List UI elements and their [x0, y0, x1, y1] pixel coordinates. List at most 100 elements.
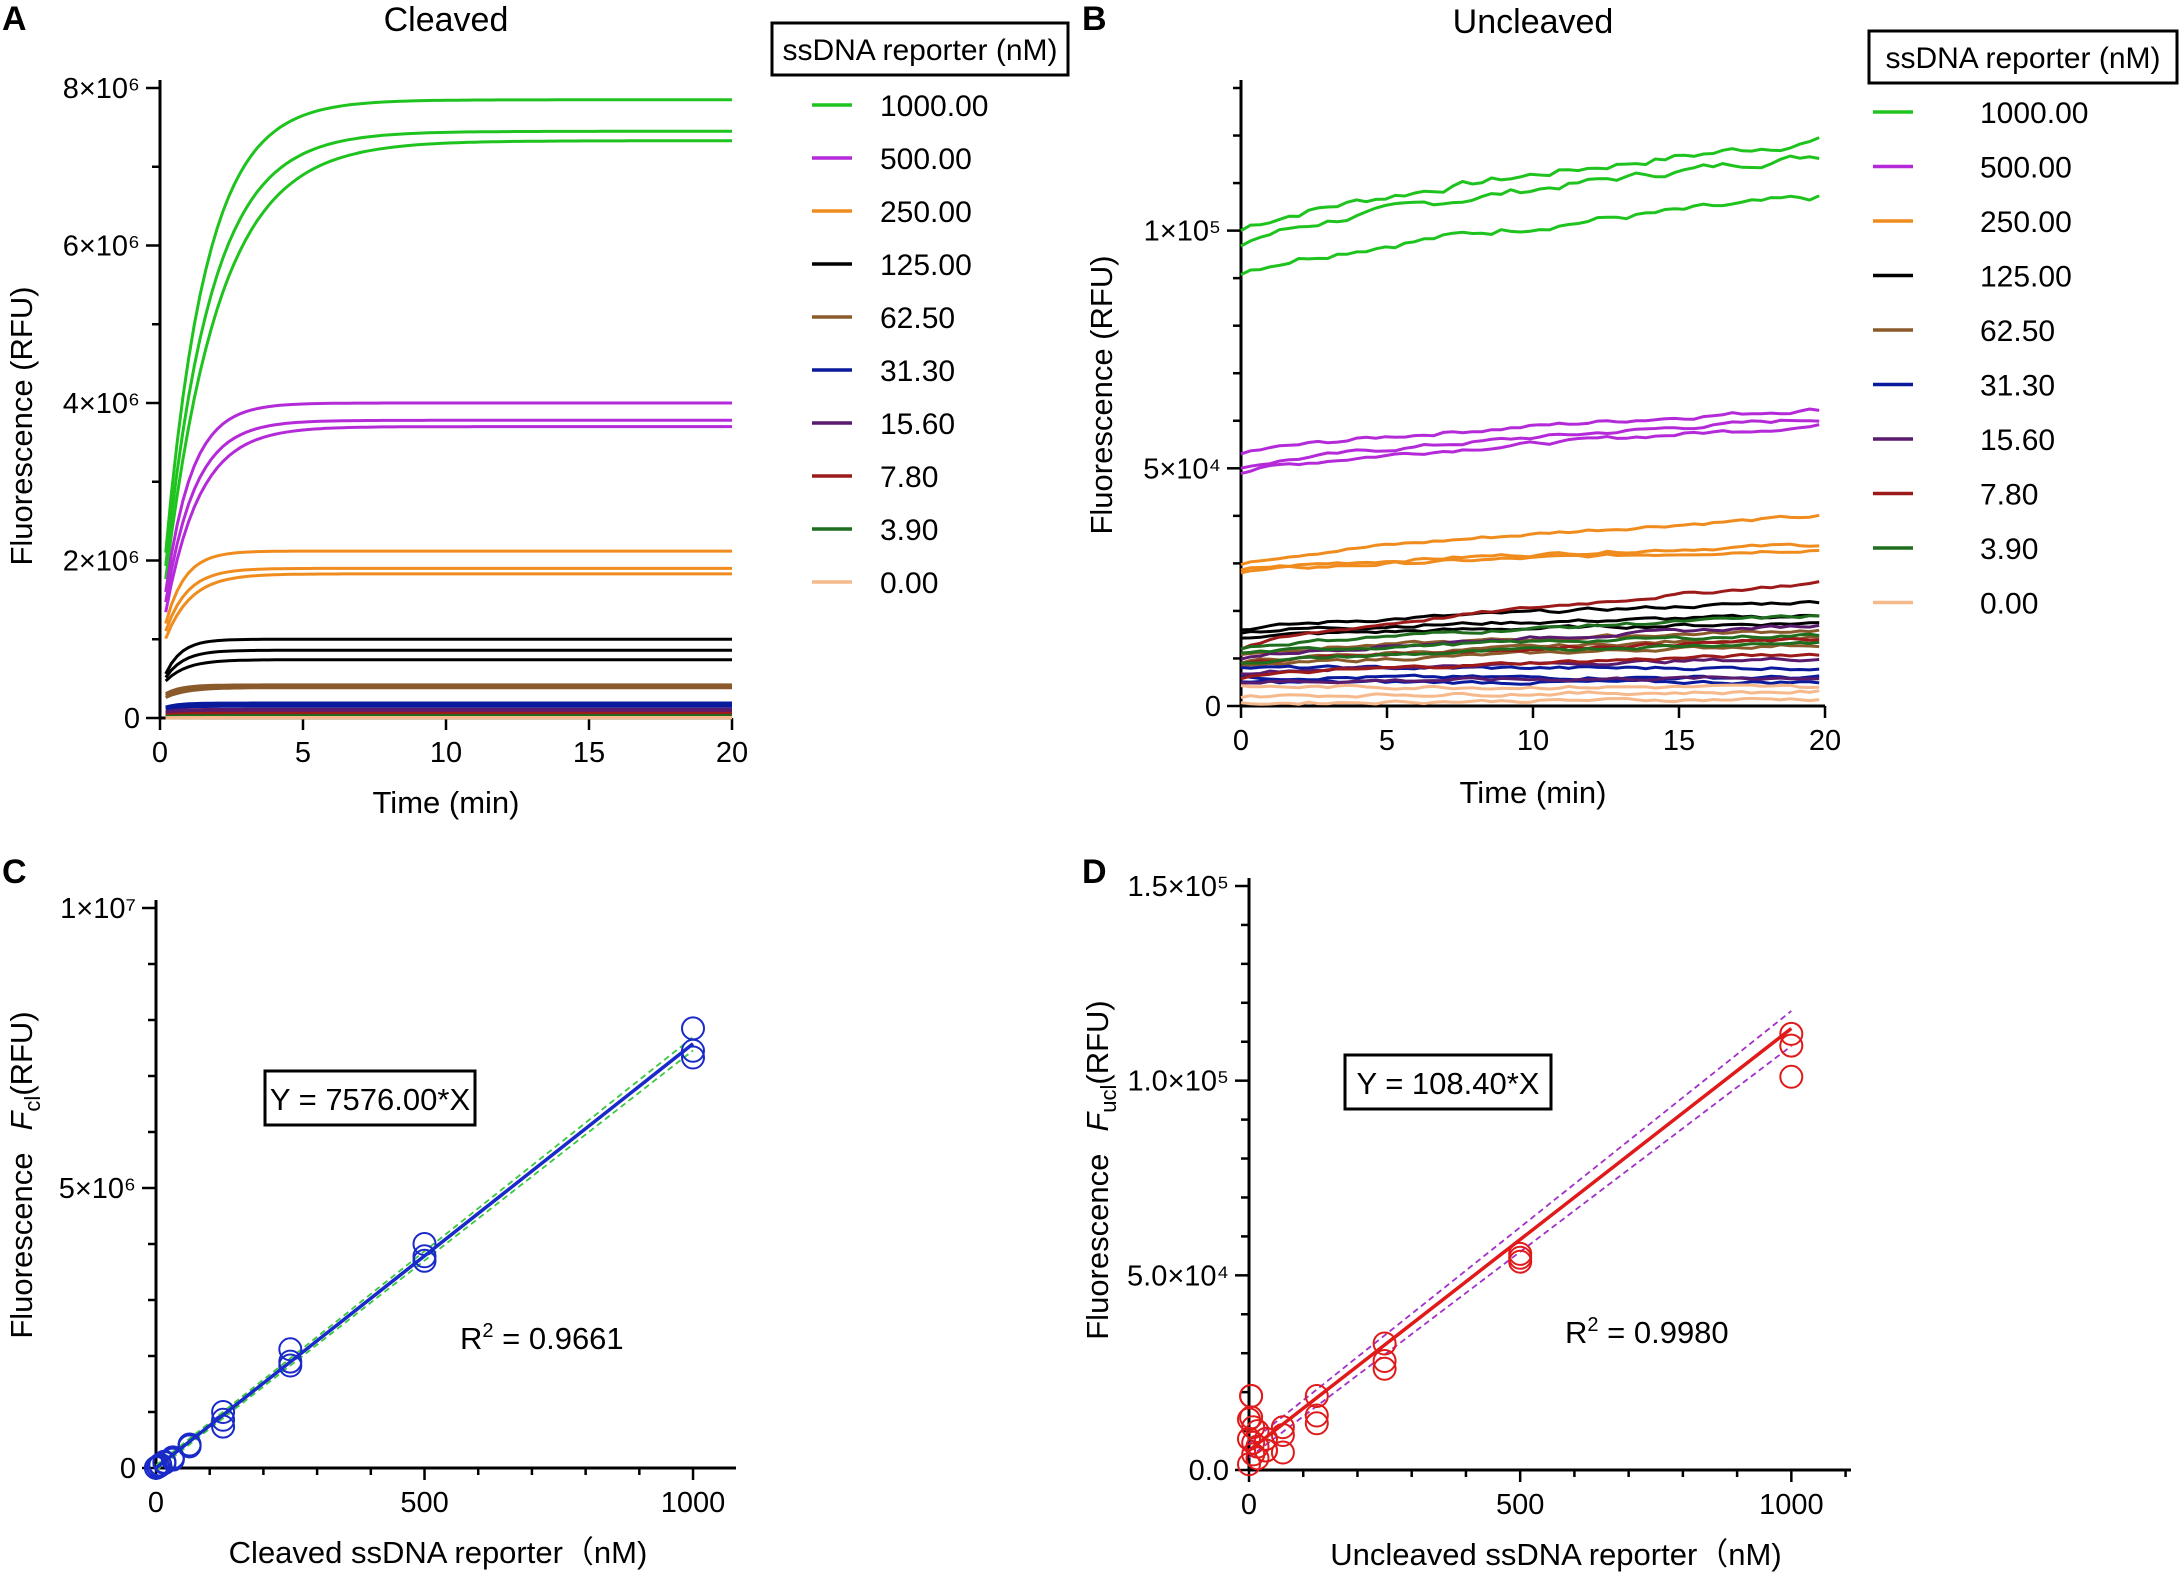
chart-d-x-tick-label: 0 [1241, 1489, 1257, 1521]
chart-b-x-tick-label: 15 [1663, 725, 1695, 757]
chart-b-series-line [1240, 632, 1820, 655]
chart-a-y-tick-label: 2×10⁶ [63, 546, 140, 578]
chart-b-legend-entry: 31.30 [1980, 370, 2055, 403]
chart-d-data-point [1304, 1403, 1329, 1428]
chart-b-series-line [1240, 675, 1820, 685]
chart-b-series-line [1240, 513, 1820, 567]
chart-a-legend-title: ssDNA reporter (nM) [782, 34, 1057, 67]
chart-c-y-tick-label: 1×10⁷ [60, 893, 136, 925]
chart-a-y-tick-label: 0 [124, 703, 140, 735]
chart-d-data-point [1779, 1033, 1804, 1058]
chart-a-series-line [164, 658, 732, 683]
chart-a-series-line [165, 703, 732, 710]
chart-d-x-tick-label: 1000 [1759, 1489, 1824, 1521]
chart-b-series-line [1240, 683, 1820, 691]
chart-b-series-line [1240, 643, 1820, 669]
chart-b-legend-entry: 250.00 [1980, 206, 2072, 239]
chart-c-data-point [211, 1414, 236, 1439]
chart-b-x-tick-label: 20 [1809, 725, 1841, 757]
chart-a-series-line [164, 572, 732, 640]
chart-d-y-tick-label: 0.0 [1189, 1455, 1229, 1487]
chart-a-series-line [164, 637, 732, 675]
chart-d-data-point [1254, 1438, 1278, 1463]
chart-a-series-line [165, 701, 732, 709]
chart-d-equation: Y = 108.40*X [1356, 1066, 1539, 1101]
chart-d-x-tick-label: 500 [1496, 1489, 1544, 1521]
chart-b-series-line [1240, 599, 1820, 632]
chart-a-series-line [165, 683, 732, 695]
chart-c-data-point [160, 1445, 185, 1470]
chart-c-xlabel: Cleaved ssDNA reporter（nM) [229, 1535, 648, 1570]
panel-letter-a: A [2, 0, 27, 38]
chart-a-series-line [164, 401, 732, 593]
chart-b-legend-entry: 1000.00 [1980, 97, 2088, 130]
chart-d-y-tick-label: 5.0×10⁴ [1127, 1260, 1229, 1292]
chart-c-r2: R2 = 0.9661 [460, 1320, 624, 1356]
chart-d-data-point [1241, 1430, 1266, 1455]
chart-a-legend-entry: 7.80 [880, 461, 938, 494]
chart-b-series-line [1240, 549, 1820, 575]
chart-a-legend-entry: 125.00 [880, 249, 972, 282]
chart-b-series-line [1240, 696, 1820, 706]
chart-c-equation-box [263, 1069, 477, 1127]
chart-c-x-tick-label: 1000 [661, 1487, 726, 1519]
chart-d-data-point [1304, 1411, 1329, 1436]
chart-c-x-tick-label: 0 [148, 1487, 164, 1519]
chart-c-y-tick-label: 5×10⁶ [59, 1173, 136, 1205]
chart-b-title: Uncleaved [1453, 3, 1614, 41]
chart-a-series-line [165, 704, 732, 711]
chart-b-series-line [1240, 689, 1820, 699]
chart-d-y-tick-label: 1.5×10⁵ [1127, 871, 1229, 903]
chart-b-series-line [1240, 580, 1820, 651]
chart-a-x-tick-label: 10 [430, 737, 462, 769]
chart-a-x-tick-label: 5 [295, 737, 311, 769]
chart-c-ylabel: FluorescenceFcl(RFU) [4, 1011, 45, 1338]
chart-b-legend-entry: 0.00 [1980, 588, 2038, 621]
chart-a-y-tick-label: 8×10⁶ [63, 73, 140, 105]
chart-c-confidence-band [155, 1036, 694, 1467]
chart-c-data-point [681, 1045, 705, 1070]
chart-d-data-point [1779, 1021, 1804, 1046]
panel-letter-b: B [1082, 0, 1107, 38]
chart-b-legend-entry: 62.50 [1980, 315, 2055, 348]
panel-letter-c: C [2, 853, 27, 891]
chart-c-equation: Y = 7576.00*X [270, 1082, 471, 1117]
chart-a-x-tick-label: 0 [152, 737, 168, 769]
chart-b-series-line [1240, 136, 1820, 232]
chart-d-data-point [1254, 1426, 1278, 1451]
chart-b-legend: ssDNA reporter (nM) 1000.00 500.00 250.00 1… [1867, 29, 2179, 621]
chart-c-data-point [412, 1232, 437, 1256]
chart-b-legend-entry: 7.80 [1980, 479, 2038, 512]
chart-d-data-point [1304, 1384, 1329, 1408]
chart-b-series-line [1240, 418, 1820, 470]
chart-b-series-line [1240, 154, 1820, 248]
chart-a-legend-entry: 62.50 [880, 302, 955, 335]
chart-b-x-tick-label: 0 [1233, 725, 1249, 757]
chart-c-x-tick-label: 500 [400, 1487, 448, 1519]
chart-d-xlabel: Uncleaved ssDNA reporter（nM) [1330, 1537, 1781, 1572]
chart-d-data-point [1372, 1349, 1397, 1373]
chart-d-data-point [1779, 1064, 1804, 1089]
chart-b-series-line [1240, 652, 1820, 681]
chart-a-series-line [165, 686, 732, 699]
chart-b-y-tick-label: 0 [1205, 691, 1221, 723]
chart-a-legend: ssDNA reporter (nM) 1000.00 500.00 250.00 1… [770, 21, 1070, 600]
chart-a-series-line [164, 549, 732, 624]
chart-a-series-line [164, 425, 732, 613]
chart-d-data-point [1508, 1241, 1533, 1266]
chart-a-series-line [164, 418, 732, 603]
chart-a-legend-entry: 15.60 [880, 408, 955, 441]
chart-d-fit-line [1247, 1027, 1793, 1452]
chart-d-ylabel: FluorescenceFucl(RFU) [1080, 1000, 1121, 1340]
chart-b-series-line [1240, 623, 1820, 661]
chart-b-y-tick-label: 5×10⁴ [1143, 453, 1221, 485]
chart-b-legend-entry: 15.60 [1980, 424, 2055, 457]
chart-b-legend-entry: 125.00 [1980, 261, 2072, 294]
chart-c-data-point [278, 1349, 303, 1374]
chart-c-data-point [211, 1400, 236, 1424]
chart-a-legend-entry: 1000.00 [880, 90, 988, 123]
chart-a-legend-entry: 0.00 [880, 567, 938, 600]
chart-c-data-point [681, 1016, 705, 1041]
chart-a-legend-entry: 250.00 [880, 196, 972, 229]
chart-a-y-tick-label: 4×10⁶ [63, 388, 140, 420]
